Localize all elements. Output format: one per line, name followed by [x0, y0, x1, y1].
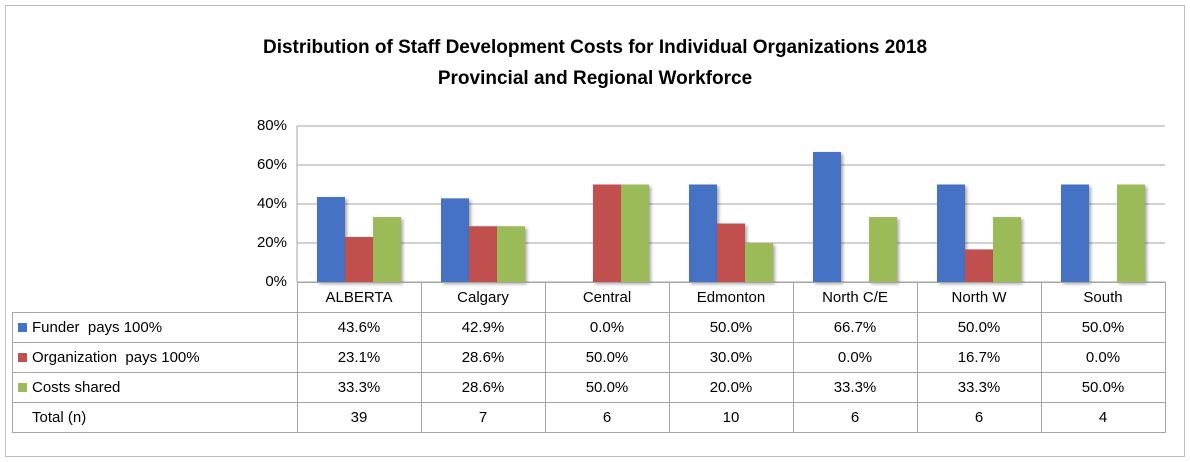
total-label: Total (n) — [32, 409, 86, 426]
table-value: 6 — [603, 409, 611, 426]
bar — [745, 243, 773, 282]
table-value: 39 — [351, 409, 368, 426]
x-tick-label: Calgary — [457, 289, 509, 306]
bar — [373, 217, 401, 282]
chart-subtitle: Provincial and Regional Workforce — [438, 68, 752, 89]
bar — [993, 217, 1021, 282]
table-value: 23.1% — [338, 349, 381, 366]
bar — [317, 196, 345, 282]
table-value: 30.0% — [710, 349, 753, 366]
bar — [965, 249, 993, 282]
table-value: 10 — [723, 409, 740, 426]
y-tick-label: 20% — [257, 234, 287, 251]
bar — [937, 184, 965, 282]
table-value: 28.6% — [462, 379, 505, 396]
table-value: 7 — [479, 409, 487, 426]
table-value: 50.0% — [1082, 319, 1125, 336]
bar — [441, 198, 469, 282]
x-tick-label: South — [1083, 289, 1122, 306]
table-value: 4 — [1099, 409, 1107, 426]
table-value: 50.0% — [586, 349, 629, 366]
table-value: 16.7% — [958, 349, 1001, 366]
table-cell — [1041, 402, 1166, 433]
legend-label: Funder pays 100% — [32, 319, 162, 336]
table-value: 6 — [851, 409, 859, 426]
table-value: 50.0% — [710, 319, 753, 336]
table-value: 0.0% — [590, 319, 624, 336]
table-value: 50.0% — [586, 379, 629, 396]
table-value: 33.3% — [834, 379, 877, 396]
table-value: 42.9% — [462, 319, 505, 336]
legend-label: Costs shared — [32, 379, 120, 396]
legend-swatch — [18, 383, 27, 392]
bar — [1117, 184, 1145, 282]
table-value: 20.0% — [710, 379, 753, 396]
table-value: 33.3% — [338, 379, 381, 396]
bar — [621, 184, 649, 282]
bar — [345, 236, 373, 282]
x-tick-label: ALBERTA — [326, 289, 393, 306]
table-value: 33.3% — [958, 379, 1001, 396]
table-value: 6 — [975, 409, 983, 426]
legend-swatch — [18, 323, 27, 332]
table-value: 28.6% — [462, 349, 505, 366]
chart-title: Distribution of Staff Development Costs … — [263, 37, 927, 58]
bar — [689, 184, 717, 282]
table-value: 50.0% — [1082, 379, 1125, 396]
x-tick-label: Central — [583, 289, 631, 306]
x-tick-label: Edmonton — [697, 289, 765, 306]
y-tick-label: 80% — [257, 117, 287, 134]
bar — [717, 223, 745, 282]
table-value: 50.0% — [958, 319, 1001, 336]
table-value: 66.7% — [834, 319, 877, 336]
x-tick-label: North C/E — [822, 289, 888, 306]
bar — [593, 184, 621, 282]
legend-label: Organization pays 100% — [32, 349, 200, 366]
y-tick-label: 0% — [265, 273, 287, 290]
bar — [869, 217, 897, 282]
table-value: 0.0% — [1086, 349, 1120, 366]
y-tick-label: 40% — [257, 195, 287, 212]
table-value: 43.6% — [338, 319, 381, 336]
bar — [1061, 184, 1089, 282]
bar — [497, 226, 525, 282]
table-value: 0.0% — [838, 349, 872, 366]
bar — [813, 151, 841, 282]
y-tick-label: 60% — [257, 156, 287, 173]
legend-swatch — [18, 353, 27, 362]
x-tick-label: North W — [951, 289, 1007, 306]
bar — [469, 226, 497, 282]
